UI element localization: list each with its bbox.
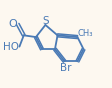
Text: O: O: [8, 19, 17, 29]
Text: Br: Br: [60, 63, 71, 73]
Text: S: S: [42, 16, 49, 26]
Text: HO: HO: [3, 42, 19, 52]
Text: CH₃: CH₃: [78, 29, 93, 38]
